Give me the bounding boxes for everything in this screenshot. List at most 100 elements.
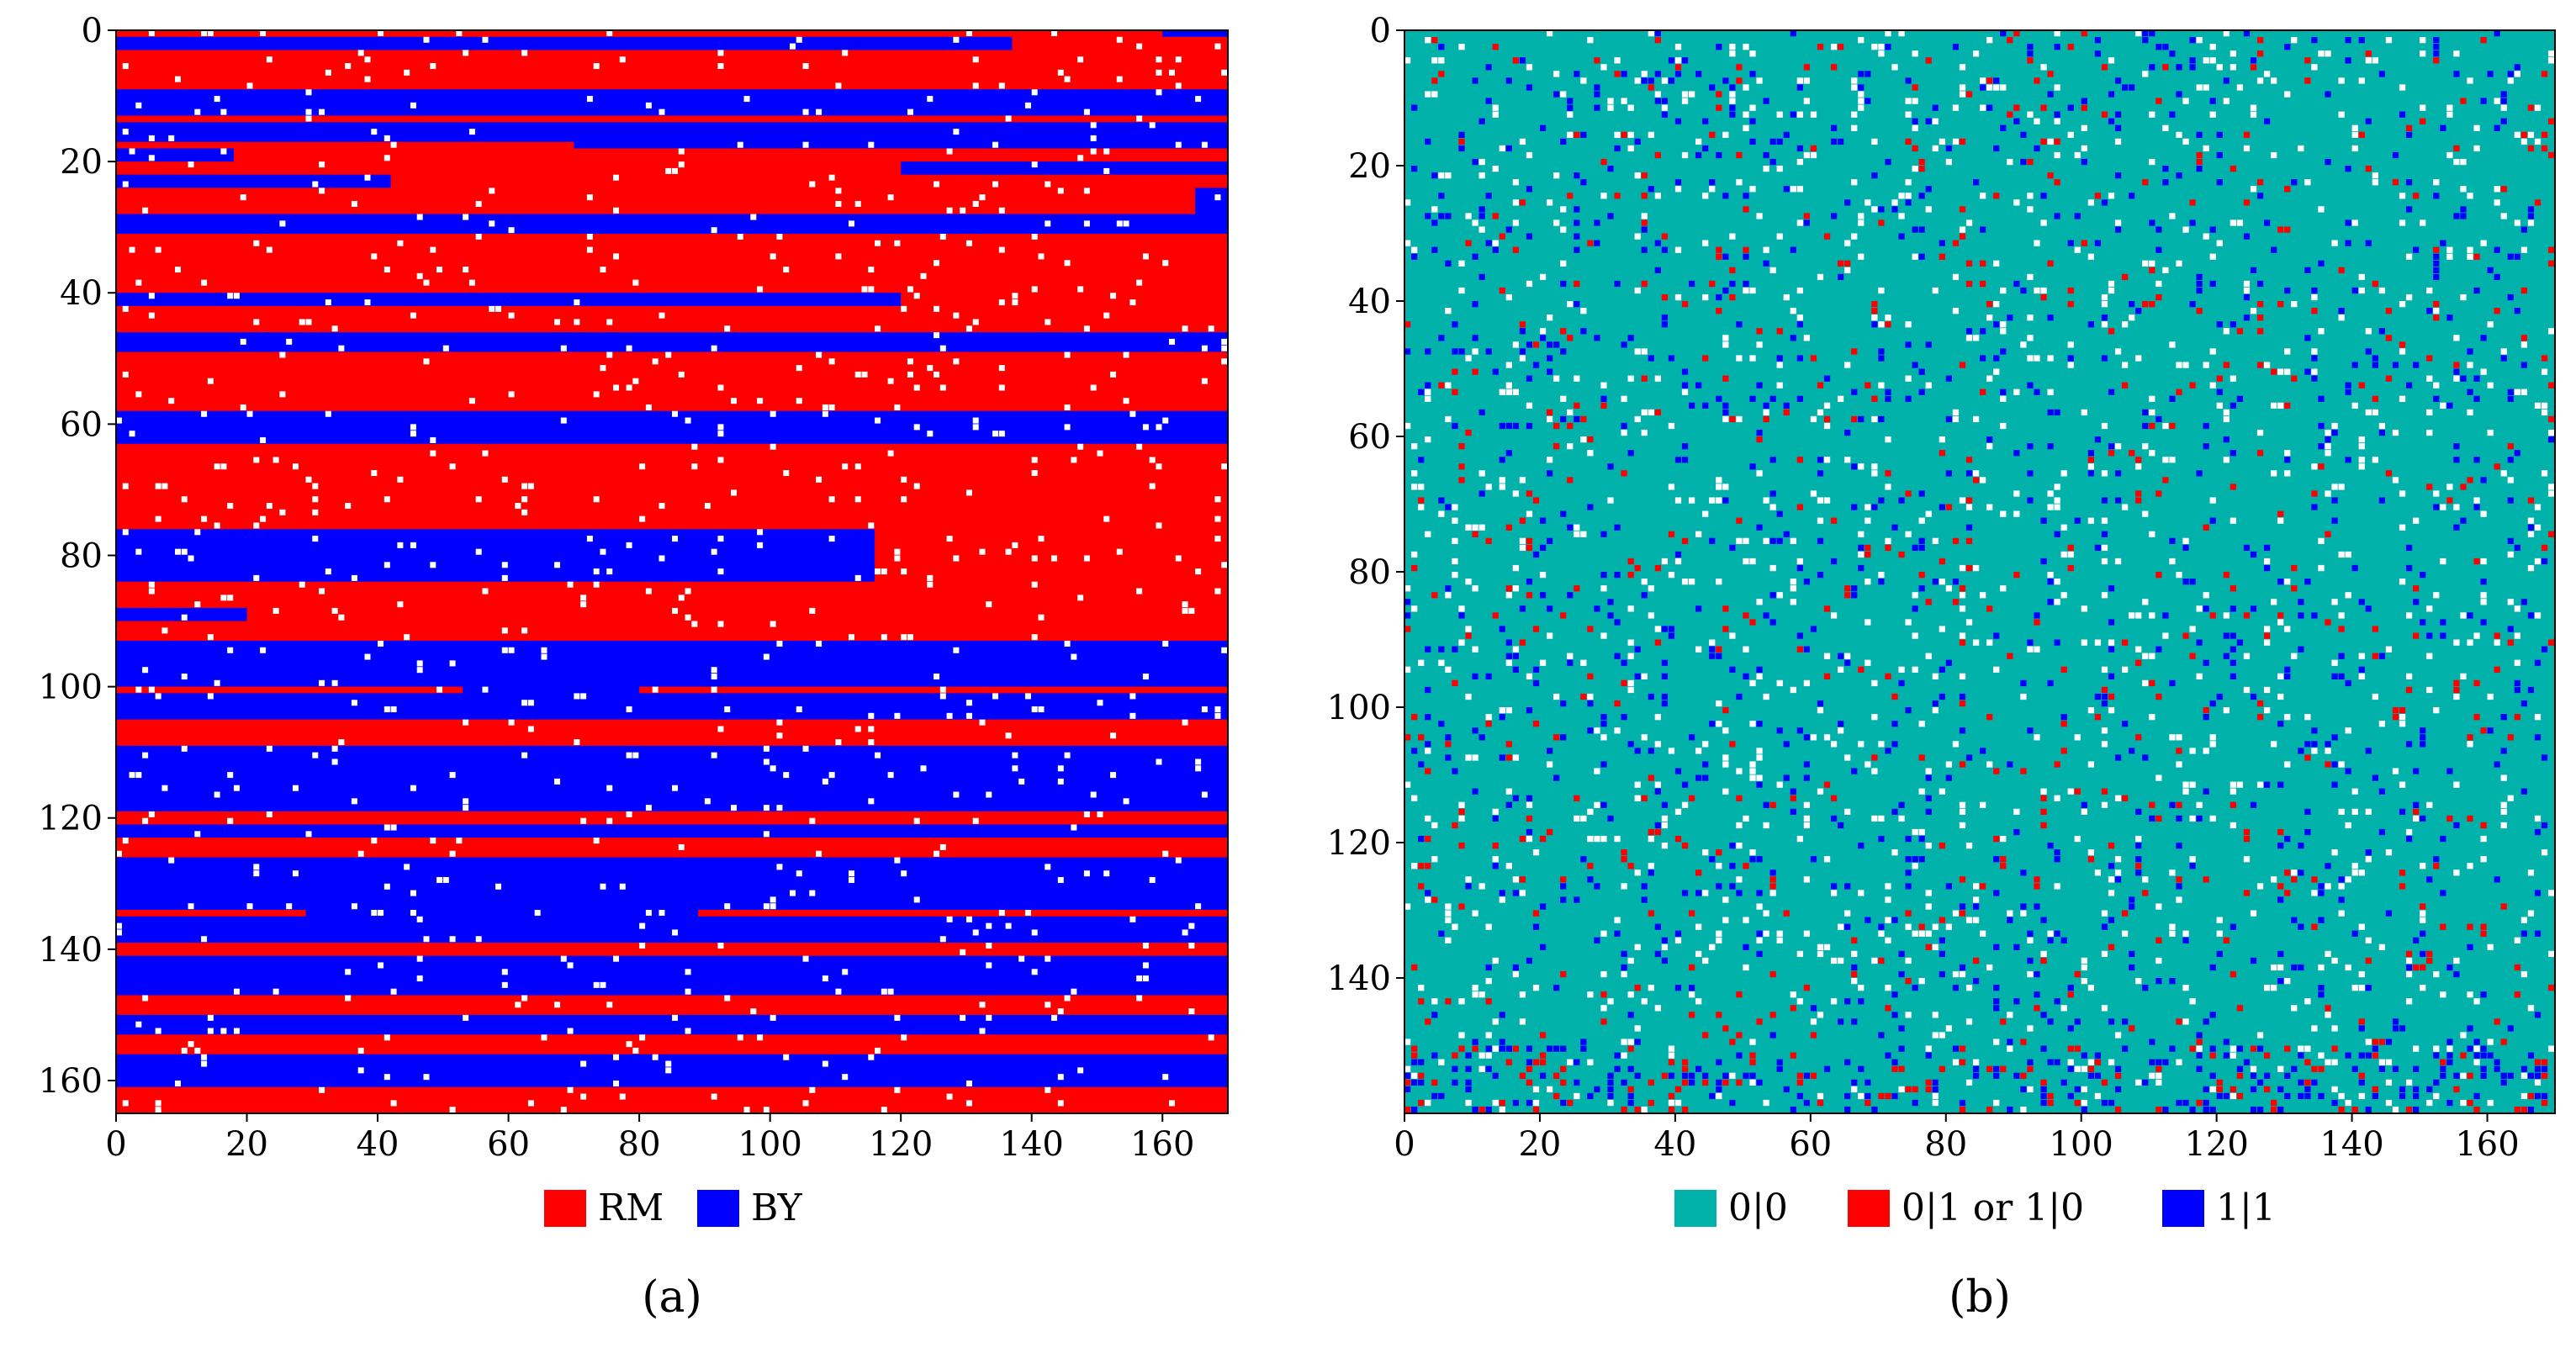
panel-b-hom-cell	[2176, 64, 2182, 71]
panel-b-het-cell	[2263, 1086, 2271, 1093]
panel-a-missing-cell	[659, 108, 665, 115]
panel-a-missing-cell	[1116, 36, 1123, 43]
panel-b-het-cell	[2135, 497, 2142, 504]
panel-b-missing-cell	[2081, 639, 2087, 646]
panel-b-missing-cell	[1858, 551, 1865, 558]
panel-b-hom-cell	[2189, 219, 2196, 226]
panel-a-missing-cell	[763, 831, 770, 838]
panel-a-missing-cell	[1136, 43, 1143, 50]
panel-a-y-tick-label: 0	[82, 12, 103, 50]
panel-b-het-cell	[1993, 768, 2000, 774]
panel-a-missing-cell	[770, 253, 776, 260]
panel-b-hom-cell	[2209, 517, 2216, 524]
panel-b-het-cell	[1681, 1059, 1689, 1065]
panel-b-hom-cell	[2142, 985, 2149, 991]
panel-b-het-cell	[1722, 1025, 1729, 1032]
panel-b-het-cell	[1918, 923, 1925, 930]
panel-b-missing-cell	[2338, 612, 2345, 619]
panel-b-missing-cell	[2013, 388, 2020, 395]
panel-b-het-cell	[2480, 822, 2487, 829]
panel-b-missing-cell	[1695, 748, 1702, 754]
panel-a-x-tick-label: 140	[1000, 1125, 1064, 1164]
panel-b-het-cell	[1851, 970, 1858, 978]
panel-a-missing-cell	[960, 207, 966, 214]
panel-b-het-cell	[1986, 714, 1993, 721]
panel-b-hom-cell	[1871, 1106, 1878, 1113]
panel-b-het-cell	[2399, 707, 2406, 714]
panel-b-het-cell	[1560, 1065, 1567, 1072]
panel-b-het-cell	[1654, 564, 1661, 572]
panel-b-missing-cell	[2318, 206, 2325, 213]
panel-b-het-cell	[1716, 104, 1722, 111]
panel-b-missing-cell	[1404, 422, 1411, 430]
panel-a-missing-cell	[207, 1014, 214, 1021]
panel-b-hom-cell	[1891, 991, 1898, 998]
panel-b-het-cell	[2541, 544, 2548, 552]
panel-b-missing-cell	[2182, 537, 2189, 544]
panel-a-missing-cell	[574, 299, 580, 306]
panel-b-missing-cell	[1425, 815, 1431, 822]
panel-b-het-cell	[2514, 991, 2520, 998]
panel-b-het-cell	[2277, 301, 2284, 308]
panel-b-hom-cell	[1404, 1086, 1411, 1093]
panel-b-het-cell	[2473, 253, 2480, 260]
panel-b-het-cell	[2060, 748, 2067, 754]
panel-a-missing-cell	[312, 181, 319, 188]
panel-a-missing-cell	[809, 1086, 816, 1093]
panel-b-missing-cell	[1918, 930, 1925, 937]
panel-b-het-cell	[1878, 1092, 1885, 1100]
panel-a-missing-cell	[253, 457, 260, 463]
panel-a-missing-cell	[240, 404, 246, 410]
panel-b-hom-cell	[2291, 179, 2298, 186]
panel-b-missing-cell	[2358, 457, 2365, 463]
panel-b-het-cell	[2250, 64, 2257, 71]
panel-b-hom-cell	[1661, 111, 1669, 118]
panel-a-missing-cell	[148, 293, 155, 299]
panel-b-het-cell	[2169, 422, 2176, 430]
panel-a-missing-cell	[809, 181, 816, 188]
panel-b-het-cell	[1674, 64, 1682, 71]
panel-a-missing-cell	[887, 772, 894, 779]
panel-b-hom-cell	[1790, 788, 1796, 795]
panel-b-hom-cell	[1492, 815, 1499, 822]
panel-b-hom-cell	[2480, 1052, 2487, 1059]
panel-b-hom-cell	[1425, 138, 1431, 145]
panel-a-legend-swatch	[544, 1190, 586, 1227]
panel-b-het-cell	[1546, 409, 1553, 416]
panel-b-hom-cell	[1905, 341, 1912, 348]
panel-b-het-cell	[1492, 612, 1499, 619]
panel-b-het-cell	[1891, 1065, 1898, 1072]
panel-a-missing-cell	[953, 647, 960, 653]
panel-b-hom-cell	[2047, 409, 2054, 416]
panel-a-missing-cell	[639, 515, 646, 522]
panel-a-missing-cell	[410, 910, 416, 917]
panel-b-het-cell	[1939, 450, 1945, 457]
panel-b-het-cell	[1986, 301, 1993, 308]
panel-a-missing-cell	[468, 398, 475, 404]
panel-b-missing-cell	[2169, 558, 2176, 565]
panel-b-het-cell	[2155, 1106, 2162, 1113]
panel-b-missing-cell	[1418, 659, 1425, 666]
panel-b-hom-cell	[1681, 368, 1689, 375]
panel-b-hom-cell	[1607, 815, 1614, 822]
panel-b-hom-cell	[1526, 707, 1533, 714]
panel-b-het-cell	[1885, 321, 1891, 328]
panel-b-missing-cell	[1688, 91, 1695, 98]
panel-b-hom-cell	[2101, 923, 2108, 930]
panel-b-het-cell	[2318, 1065, 2325, 1072]
panel-a-missing-cell	[770, 410, 776, 417]
panel-a-missing-cell	[913, 896, 920, 903]
panel-b-het-cell	[2236, 328, 2244, 335]
panel-b-missing-cell	[1912, 50, 1918, 57]
panel-b-het-cell	[2351, 1106, 2358, 1113]
panel-b-hom-cell	[1438, 646, 1445, 653]
panel-a-missing-cell	[527, 483, 534, 489]
panel-a-missing-cell	[998, 299, 1005, 306]
panel-a-missing-cell	[148, 312, 155, 319]
panel-b-hom-cell	[1668, 57, 1675, 64]
panel-a-missing-cell	[1051, 555, 1058, 562]
panel-b-het-cell	[2473, 714, 2480, 721]
panel-b-missing-cell	[1790, 186, 1796, 193]
panel-b-missing-cell	[2203, 233, 2209, 240]
panel-b-het-cell	[2392, 707, 2399, 714]
